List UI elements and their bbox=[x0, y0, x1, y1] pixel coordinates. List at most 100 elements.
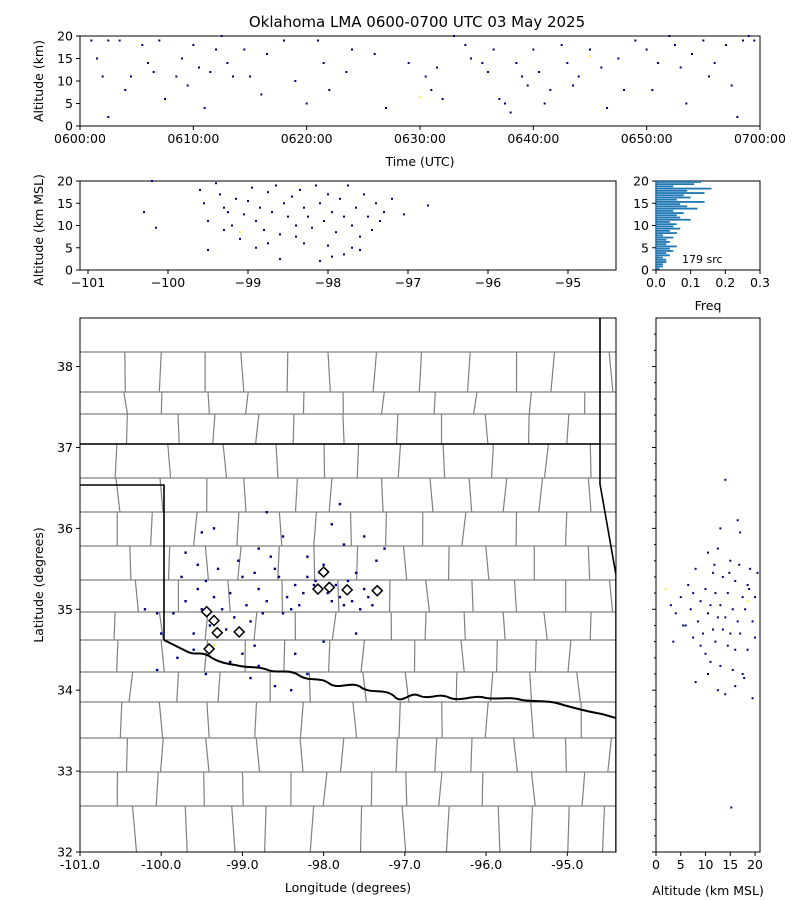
source-point bbox=[107, 116, 110, 118]
source-point bbox=[141, 44, 144, 46]
source-point bbox=[90, 39, 93, 42]
source-point bbox=[407, 62, 410, 64]
county-line bbox=[528, 391, 532, 415]
x-tick-label: 0 bbox=[652, 857, 660, 872]
county-line bbox=[328, 639, 331, 673]
source-point bbox=[704, 588, 707, 591]
x-tick-label: 0.2 bbox=[715, 275, 735, 290]
county-line bbox=[254, 701, 258, 739]
source-point bbox=[207, 248, 209, 251]
source-point bbox=[306, 555, 309, 558]
y-tick-label: 37 bbox=[57, 440, 73, 455]
source-point bbox=[724, 616, 727, 619]
histogram-bar bbox=[656, 241, 670, 243]
source-point bbox=[212, 527, 216, 530]
source-point bbox=[560, 44, 563, 46]
county-line bbox=[380, 391, 385, 415]
source-point bbox=[229, 591, 232, 595]
county-line bbox=[587, 545, 591, 581]
county-line bbox=[167, 545, 171, 581]
source-point bbox=[549, 89, 552, 91]
source-point bbox=[679, 596, 682, 599]
source-point bbox=[255, 246, 257, 249]
source-point bbox=[734, 685, 737, 688]
x-tick-label: −96 bbox=[475, 275, 501, 290]
source-point bbox=[481, 62, 484, 64]
source-point bbox=[339, 197, 341, 200]
source-point bbox=[692, 636, 695, 639]
x-tick-label: -97.0 bbox=[389, 857, 421, 872]
source-point bbox=[725, 44, 727, 46]
plan-view-ylabel: Latitude (degrees) bbox=[31, 527, 46, 643]
y-tick-label: 15 bbox=[57, 51, 73, 66]
source-point bbox=[498, 98, 501, 100]
source-point bbox=[355, 206, 357, 209]
county-line bbox=[425, 579, 431, 613]
county-line bbox=[255, 737, 261, 773]
source-point bbox=[346, 579, 350, 583]
histogram-bar bbox=[656, 225, 674, 228]
county-line bbox=[253, 611, 258, 641]
source-point bbox=[538, 71, 540, 73]
source-point bbox=[273, 684, 277, 688]
source-point bbox=[572, 84, 574, 87]
county-line bbox=[471, 579, 474, 613]
source-point bbox=[748, 588, 751, 591]
source-point bbox=[323, 220, 325, 223]
source-point bbox=[709, 660, 712, 663]
source-point bbox=[699, 644, 702, 647]
county-line bbox=[402, 545, 408, 581]
source-point bbox=[327, 244, 329, 247]
county-line bbox=[227, 579, 231, 613]
x-tick-label: 0.0 bbox=[646, 275, 666, 290]
county-line bbox=[481, 771, 484, 807]
source-point bbox=[738, 563, 741, 566]
source-point bbox=[713, 563, 716, 566]
source-point bbox=[730, 84, 733, 87]
source-point bbox=[279, 233, 281, 236]
source-point bbox=[143, 608, 147, 611]
time-height-frame bbox=[79, 35, 761, 127]
county-line bbox=[438, 771, 443, 807]
county-line bbox=[158, 611, 164, 641]
county-line bbox=[131, 805, 138, 852]
source-point bbox=[709, 604, 712, 607]
histogram-xlabel: Freq bbox=[695, 298, 722, 313]
histogram-bar bbox=[656, 205, 688, 208]
source-point bbox=[299, 188, 301, 191]
histogram-bar bbox=[656, 256, 663, 259]
county-line bbox=[231, 805, 236, 852]
source-point bbox=[367, 595, 370, 599]
source-point bbox=[231, 224, 233, 227]
x-tick-label: 5 bbox=[677, 857, 685, 872]
county-line bbox=[356, 443, 360, 479]
source-point bbox=[526, 84, 529, 87]
source-point bbox=[441, 98, 444, 100]
lma-station bbox=[211, 626, 224, 639]
histogram-bar bbox=[656, 247, 670, 250]
source-point bbox=[566, 62, 569, 64]
source-point bbox=[243, 213, 245, 216]
county-line bbox=[240, 351, 245, 393]
county-line bbox=[327, 351, 331, 393]
source-point bbox=[107, 39, 110, 42]
source-point bbox=[208, 624, 212, 627]
county-line bbox=[342, 413, 345, 445]
height-latitude-sources bbox=[664, 478, 759, 809]
county-line bbox=[567, 639, 572, 673]
source-point bbox=[736, 620, 739, 623]
source-point bbox=[327, 193, 329, 196]
x-tick-label: 0600:00 bbox=[54, 131, 106, 146]
county-line bbox=[442, 443, 446, 479]
county-line bbox=[543, 611, 548, 641]
source-point bbox=[704, 652, 707, 655]
source-point bbox=[375, 559, 378, 562]
source-point bbox=[345, 71, 348, 73]
source-point bbox=[155, 612, 159, 615]
source-point bbox=[306, 672, 309, 676]
source-point bbox=[436, 66, 438, 69]
histogram-bar bbox=[656, 216, 681, 219]
source-point bbox=[391, 197, 393, 200]
source-point bbox=[711, 571, 714, 574]
